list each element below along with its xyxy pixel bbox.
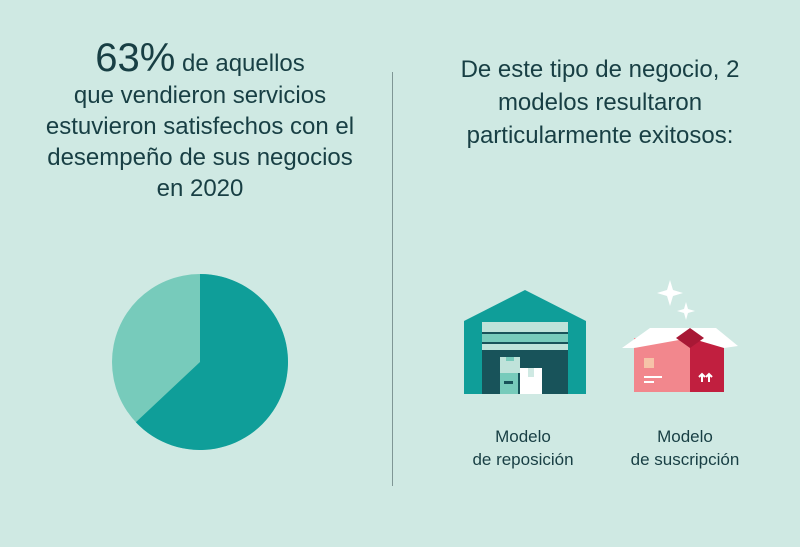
caption-subscription-line2: de suscripción [630, 450, 740, 469]
caption-replenishment-line2: de reposición [472, 450, 574, 469]
warehouse-icon [464, 290, 586, 394]
satisfaction-pie-chart [112, 274, 288, 450]
pie-slice-satisfied [135, 274, 288, 450]
divider [392, 72, 393, 486]
caption-replenishment: Modelo de reposición [438, 425, 608, 471]
statistic-text: 63% de aquellos que vendieron servicios … [40, 36, 360, 204]
statistic-description: que vendieron servicios estuvieron satis… [45, 82, 355, 202]
statistic-line1: de aquellos [175, 50, 305, 77]
caption-subscription: Modelo de suscripción [600, 425, 770, 471]
caption-subscription-line1: Modelo [657, 427, 713, 446]
caption-replenishment-line1: Modelo [495, 427, 551, 446]
statistic-percent: 63% [95, 36, 176, 80]
subscription-box-icon [622, 280, 738, 392]
models-heading: De este tipo de negocio, 2 modelos resul… [460, 56, 740, 149]
